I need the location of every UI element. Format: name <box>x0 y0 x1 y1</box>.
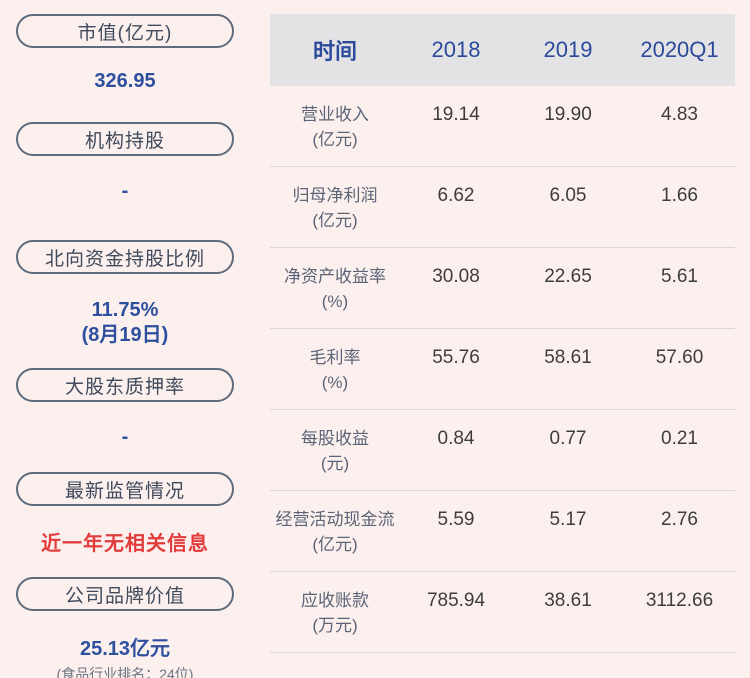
institutional-holdings-button[interactable]: 机构持股 <box>16 122 234 156</box>
row-label: 应收账款 (万元) <box>270 572 400 652</box>
major-shareholder-pledge-button[interactable]: 大股东质押率 <box>16 368 234 402</box>
sidebar-group-major-shareholder-pledge: 大股东质押率 - <box>16 368 234 450</box>
row-metric-unit: (亿元) <box>312 130 358 149</box>
row-value-2020q1: 0.21 <box>661 428 698 449</box>
row-value-2019: 6.05 <box>549 185 587 206</box>
row-value-2018: 0.84 <box>437 428 475 449</box>
row-value-2020q1: 4.83 <box>661 104 698 125</box>
row-value-2020q1: 5.61 <box>661 266 698 287</box>
row-metric-name: 经营活动现金流 <box>275 510 395 529</box>
row-metric-unit: (元) <box>320 454 350 473</box>
latest-regulation-label: 最新监管情况 <box>64 480 185 502</box>
table-header-2018: 2018 <box>431 37 481 62</box>
row-metric-name: 毛利率 <box>309 348 361 367</box>
northbound-holding-ratio-value: 11.75% (8月19日) <box>16 298 234 348</box>
financial-table: 时间 2018 2019 2020Q1 营业收入 (亿元) 19.14 19.9… <box>270 14 735 653</box>
row-metric-name: 应收账款 <box>301 591 369 610</box>
table-row-eps: 每股收益 (元) 0.84 0.77 0.21 <box>270 410 735 491</box>
brand-value-label: 公司品牌价值 <box>64 585 185 607</box>
sidebar-group-latest-regulation: 最新监管情况 近一年无相关信息 <box>16 472 234 557</box>
row-value-2019: 58.61 <box>544 347 592 368</box>
table-row-net-profit: 归母净利润 (亿元) 6.62 6.05 1.66 <box>270 167 735 248</box>
row-metric-unit: (亿元) <box>312 211 358 230</box>
row-label: 净资产收益率 (%) <box>270 248 400 328</box>
row-value-2018: 6.62 <box>437 185 475 206</box>
sidebar-group-brand-value: 公司品牌价值 25.13亿元 (食品行业排名：24位) <box>16 577 234 678</box>
row-value-2018: 19.14 <box>432 104 480 125</box>
row-label: 每股收益 (元) <box>270 410 400 490</box>
row-metric-name: 归母净利润 <box>292 186 378 205</box>
brand-value-industry-rank: (食品行业排名：24位) <box>56 666 194 678</box>
table-row-operating-cash-flow: 经营活动现金流 (亿元) 5.59 5.17 2.76 <box>270 491 735 572</box>
row-metric-unit: (万元) <box>312 616 358 635</box>
table-header-time: 时间 <box>312 39 357 64</box>
latest-regulation-value: 近一年无相关信息 <box>41 533 209 555</box>
sidebar: 市值(亿元) 326.95 机构持股 - 北向资金持股比例 11.75% (8月… <box>16 14 234 678</box>
brand-value-amount: 25.13亿元 <box>79 638 171 660</box>
table-header-2019: 2019 <box>543 37 593 62</box>
row-value-2020q1: 1.66 <box>661 185 698 206</box>
table-row-roe: 净资产收益率 (%) 30.08 22.65 5.61 <box>270 248 735 329</box>
major-shareholder-pledge-label: 大股东质押率 <box>64 376 185 398</box>
row-metric-name: 每股收益 <box>301 429 369 448</box>
sidebar-group-market-cap: 市值(亿元) 326.95 <box>16 14 234 94</box>
table-header-2020q1: 2020Q1 <box>640 37 719 62</box>
market-cap-button[interactable]: 市值(亿元) <box>16 14 234 48</box>
row-label: 毛利率 (%) <box>270 329 400 409</box>
row-label: 归母净利润 (亿元) <box>270 167 400 247</box>
row-label: 营业收入 (亿元) <box>270 86 400 166</box>
table-header-row: 时间 2018 2019 2020Q1 <box>270 14 735 86</box>
sidebar-group-institutional-holdings: 机构持股 - <box>16 122 234 204</box>
row-value-2018: 30.08 <box>432 266 480 287</box>
row-label: 经营活动现金流 (亿元) <box>270 491 400 571</box>
row-value-2020q1: 57.60 <box>655 347 704 368</box>
institutional-holdings-label: 机构持股 <box>84 130 165 152</box>
row-value-2019: 0.77 <box>549 428 587 449</box>
row-value-2019: 19.90 <box>544 104 592 125</box>
northbound-holding-ratio-button[interactable]: 北向资金持股比例 <box>16 240 234 274</box>
row-value-2019: 22.65 <box>544 266 592 287</box>
northbound-holding-ratio-date: (8月19日) <box>81 324 169 346</box>
brand-value-button[interactable]: 公司品牌价值 <box>16 577 234 611</box>
table-row-revenue: 营业收入 (亿元) 19.14 19.90 4.83 <box>270 86 735 167</box>
row-value-2018: 55.76 <box>432 347 480 368</box>
row-metric-name: 净资产收益率 <box>284 267 386 286</box>
market-cap-label: 市值(亿元) <box>77 22 173 44</box>
northbound-holding-ratio-label: 北向资金持股比例 <box>44 248 205 270</box>
row-value-2019: 38.61 <box>544 590 592 611</box>
sidebar-group-northbound-holding-ratio: 北向资金持股比例 11.75% (8月19日) <box>16 240 234 348</box>
row-value-2019: 5.17 <box>549 509 587 530</box>
row-value-2020q1: 3112.66 <box>645 590 714 611</box>
major-shareholder-pledge-value: - <box>121 426 129 448</box>
table-row-gross-margin: 毛利率 (%) 55.76 58.61 57.60 <box>270 329 735 410</box>
latest-regulation-button[interactable]: 最新监管情况 <box>16 472 234 506</box>
row-value-2020q1: 2.76 <box>661 509 698 530</box>
northbound-holding-ratio-percent: 11.75% <box>91 299 159 321</box>
row-metric-name: 营业收入 <box>301 105 369 124</box>
row-value-2018: 785.94 <box>426 590 486 611</box>
institutional-holdings-value: - <box>121 180 129 202</box>
row-value-2018: 5.59 <box>437 509 475 530</box>
row-metric-unit: (%) <box>321 373 349 392</box>
row-metric-unit: (%) <box>321 292 349 311</box>
market-cap-value: 326.95 <box>94 70 156 92</box>
table-row-accounts-receivable: 应收账款 (万元) 785.94 38.61 3112.66 <box>270 572 735 653</box>
row-metric-unit: (亿元) <box>312 535 358 554</box>
